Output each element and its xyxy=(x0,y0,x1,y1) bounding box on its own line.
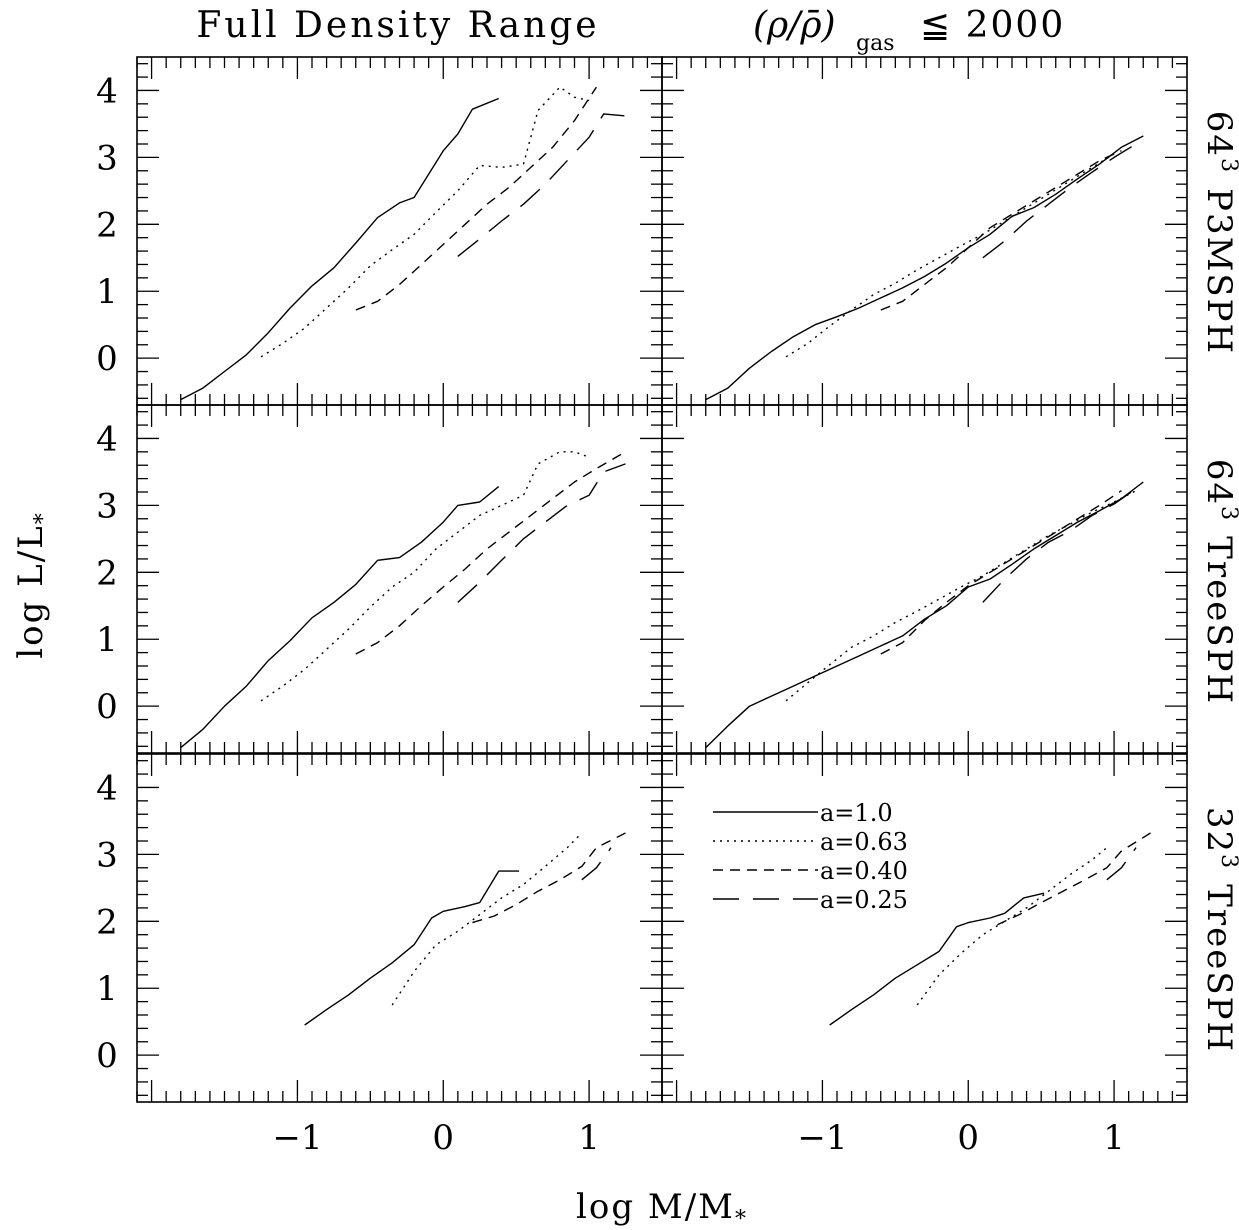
x-tick-label: −1 xyxy=(272,1118,322,1158)
series-a-0-63 xyxy=(785,490,1137,702)
y-axis-label-sub: * xyxy=(31,511,56,524)
y-tick-label: 3 xyxy=(96,835,118,875)
column-title-density-sub: gas xyxy=(856,31,895,56)
series-a-1-0 xyxy=(705,135,1144,401)
series-a-0-63 xyxy=(785,153,1115,358)
x-axis-label: log M/M* xyxy=(576,1187,748,1230)
x-tick-label: 1 xyxy=(1103,1118,1125,1158)
y-tick-label: 2 xyxy=(96,553,118,593)
y-tick-label: 1 xyxy=(96,272,118,312)
series-a-0-40 xyxy=(355,451,626,655)
series-a-0-25 xyxy=(1106,847,1137,881)
svg-text:log L/L*: log L/L* xyxy=(11,511,56,659)
panel-2-1: 0 1 2 3 4 xyxy=(96,404,663,754)
series-a-0-25 xyxy=(982,143,1137,259)
series-a-1-0 xyxy=(829,892,1045,1026)
series-a-0-63 xyxy=(260,451,590,702)
legend-label: a=0.40 xyxy=(820,857,908,885)
y-tick-label: 4 xyxy=(96,419,118,459)
panel-frame xyxy=(661,753,1188,1103)
legend-label: a=0.25 xyxy=(820,886,908,914)
panel-1-2 xyxy=(661,56,1188,406)
row-label-exp: 3 xyxy=(1216,854,1239,870)
series-a-0-40 xyxy=(880,490,1122,655)
row-label-base: 64 xyxy=(1199,111,1239,158)
series-a-0-40 xyxy=(355,86,597,311)
y-tick-label: 1 xyxy=(96,969,118,1009)
row-label-exp: 3 xyxy=(1216,158,1239,174)
y-tick-label: 0 xyxy=(96,339,118,379)
series-a-1-0 xyxy=(180,97,499,401)
column-title-density-cut: (ρ/ρ̄) gas ≦ 2000 xyxy=(753,5,1065,56)
column-title-density-relation: ≦ 2000 xyxy=(920,5,1065,46)
series-a-0-40 xyxy=(997,832,1151,926)
y-tick-label: 3 xyxy=(96,486,118,526)
panel-3-2: −1 0 1 xyxy=(661,753,1188,1158)
panel-frame xyxy=(136,753,663,1103)
x-tick-label: −1 xyxy=(797,1118,847,1158)
series-a-0-25 xyxy=(982,488,1137,603)
row-label-name: P3MSPH xyxy=(1199,188,1239,355)
y-tick-label: 0 xyxy=(96,1036,118,1076)
row-label-64-p3msph: 643 P3MSPH xyxy=(1199,111,1239,355)
y-axis-label-main: log L/L xyxy=(11,524,51,659)
series-a-1-0 xyxy=(304,870,520,1026)
svg-text:323TreeSPH: 323 TreeSPH xyxy=(1199,807,1239,1053)
row-label-name: TreeSPH xyxy=(1199,884,1239,1053)
column-title-density-main: (ρ/ρ̄) xyxy=(753,5,836,46)
series-a-0-63 xyxy=(916,847,1108,1006)
series-a-0-25 xyxy=(581,847,612,881)
y-tick-label: 4 xyxy=(96,71,118,111)
svg-text:643P3MSPH: 643 P3MSPH xyxy=(1199,111,1239,355)
panel-3-1: 0 1 2 3 4 −1 0 1 xyxy=(96,753,663,1158)
x-axis-label-sub: * xyxy=(735,1207,748,1230)
row-label-64-treesph: 643 TreeSPH xyxy=(1199,459,1239,705)
panel-frame xyxy=(136,56,663,406)
panel-frame xyxy=(661,404,1188,754)
panel-2-2 xyxy=(661,404,1188,754)
y-tick-label: 1 xyxy=(96,620,118,660)
y-tick-label: 3 xyxy=(96,138,118,178)
row-label-base: 64 xyxy=(1199,459,1239,506)
y-axis-label: log L/L* xyxy=(11,511,56,659)
row-label-32-treesph: 323 TreeSPH xyxy=(1199,807,1239,1053)
series-a-0-25 xyxy=(457,463,626,603)
legend-label: a=0.63 xyxy=(820,828,908,856)
series-a-0-40 xyxy=(880,150,1122,311)
x-tick-label: 0 xyxy=(957,1118,979,1158)
series-a-0-40 xyxy=(472,832,626,924)
row-label-name: TreeSPH xyxy=(1199,536,1239,705)
column-title-full-density: Full Density Range xyxy=(196,5,599,46)
row-label-exp: 3 xyxy=(1216,506,1239,522)
panel-1-1: 0 1 2 3 4 xyxy=(96,56,663,406)
series-a-0-25 xyxy=(457,113,626,257)
panels: 0 1 2 3 4 0 1 2 3 4 0 1 2 3 4 −1 0 1 −1 0 1 xyxy=(96,56,1188,1158)
legend: a=1.0a=0.63a=0.40a=0.25 xyxy=(713,799,908,914)
series-a-0-63 xyxy=(260,86,590,358)
svg-text:643TreeSPH: 643 TreeSPH xyxy=(1199,459,1239,705)
row-label-base: 32 xyxy=(1199,807,1239,854)
legend-label: a=1.0 xyxy=(820,799,893,827)
panel-frame xyxy=(136,404,663,754)
x-tick-label: 0 xyxy=(432,1118,454,1158)
y-tick-label: 4 xyxy=(96,768,118,808)
panel-frame xyxy=(661,56,1188,406)
y-tick-label: 2 xyxy=(96,205,118,245)
x-tick-label: 1 xyxy=(578,1118,600,1158)
y-tick-label: 0 xyxy=(96,687,118,727)
series-a-1-0 xyxy=(180,486,500,749)
series-a-1-0 xyxy=(705,481,1144,749)
series-a-0-63 xyxy=(391,832,583,1006)
y-tick-label: 2 xyxy=(96,902,118,942)
x-axis-label-main: log M/M xyxy=(576,1187,735,1227)
